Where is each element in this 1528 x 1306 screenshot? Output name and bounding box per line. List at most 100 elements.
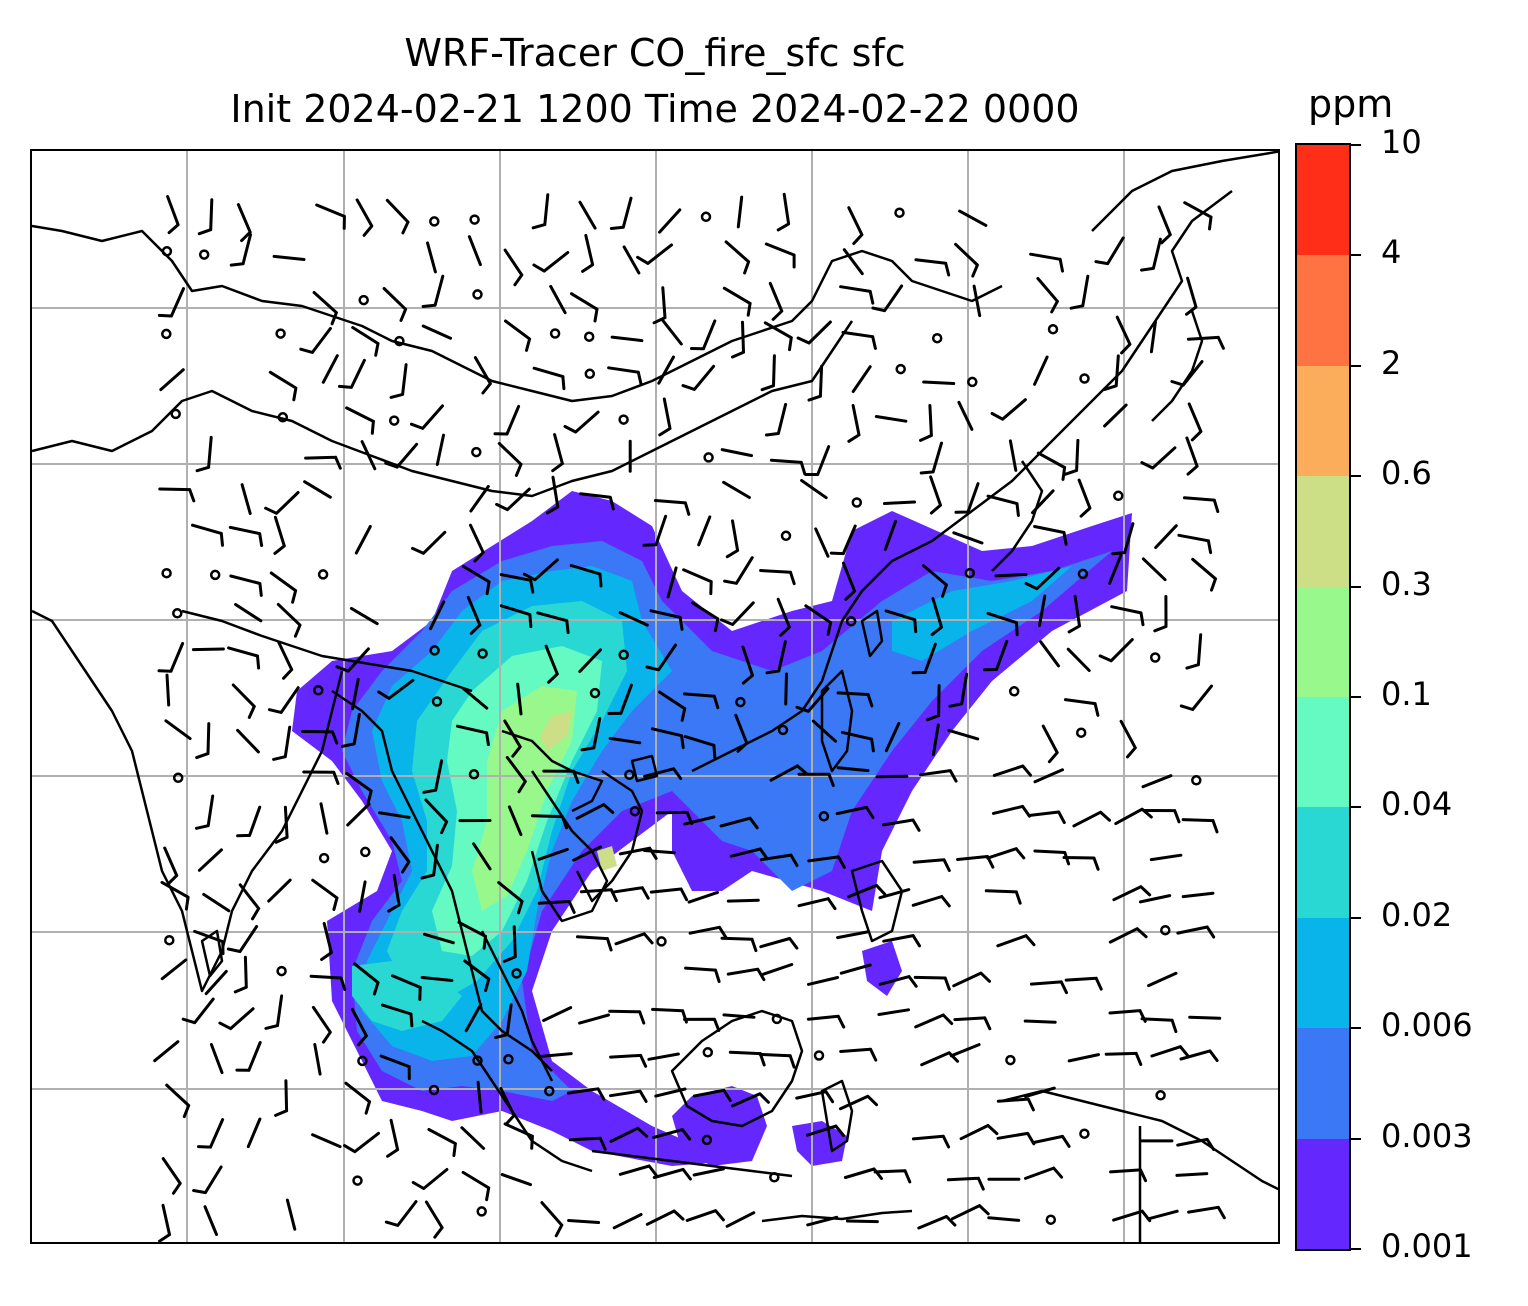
wind-barb bbox=[411, 1168, 449, 1190]
wind-barb bbox=[769, 764, 808, 782]
wind-barb bbox=[320, 922, 333, 961]
wind-barb bbox=[724, 240, 751, 275]
wind-barb bbox=[1062, 856, 1100, 871]
wind-barb bbox=[642, 514, 668, 547]
wind-barb bbox=[760, 354, 776, 392]
wind-barb bbox=[358, 880, 367, 913]
wind-barb bbox=[163, 846, 179, 886]
wind-barb bbox=[236, 203, 252, 243]
colorbar-tick-mark bbox=[1351, 475, 1361, 478]
colorbar-tick-label: 0.3 bbox=[1381, 564, 1432, 603]
wind-barb bbox=[540, 1201, 564, 1238]
border-north bbox=[32, 224, 1003, 403]
calm-marker bbox=[894, 207, 905, 218]
calm-marker bbox=[700, 211, 712, 223]
wind-barb bbox=[499, 604, 533, 629]
coastline-sulawesi bbox=[820, 1079, 854, 1153]
wind-barb bbox=[1146, 1209, 1179, 1221]
wind-barb bbox=[1069, 274, 1090, 310]
wind-barb bbox=[1031, 1134, 1071, 1148]
wind-barb bbox=[387, 873, 401, 913]
wind-barb bbox=[720, 448, 754, 458]
colorbar-segment bbox=[1297, 1138, 1349, 1249]
wind-barb bbox=[345, 772, 373, 805]
wind-barb bbox=[649, 887, 689, 902]
wind-barb bbox=[229, 233, 252, 267]
wind-barb bbox=[166, 195, 180, 235]
wind-barb bbox=[666, 566, 678, 599]
wind-barb bbox=[545, 475, 560, 515]
wind-barb bbox=[720, 936, 758, 953]
coastline-north-east bbox=[1091, 151, 1278, 232]
coastline-malay-peninsula bbox=[480, 930, 554, 1082]
wind-barb bbox=[829, 524, 857, 556]
coastline-japan bbox=[1151, 310, 1204, 422]
wind-barb bbox=[622, 245, 641, 275]
wind-barb bbox=[647, 1052, 680, 1061]
wind-barb bbox=[351, 677, 360, 711]
wind-barb bbox=[1187, 402, 1203, 442]
wind-barb bbox=[463, 959, 491, 992]
wind-barb bbox=[919, 441, 943, 475]
wind-barb bbox=[1067, 1053, 1100, 1063]
wind-barb bbox=[658, 208, 682, 234]
wind-barb bbox=[1140, 1017, 1178, 1034]
wind-barb bbox=[1111, 522, 1135, 556]
wind-barb bbox=[569, 292, 599, 323]
wind-barb bbox=[551, 433, 564, 473]
wind-barb bbox=[575, 803, 615, 820]
wind-barb bbox=[1077, 478, 1092, 518]
wind-barb bbox=[301, 730, 339, 745]
calm-marker bbox=[164, 934, 175, 946]
wind-barb bbox=[726, 898, 760, 903]
calm-marker bbox=[317, 569, 329, 580]
calm-marker bbox=[851, 497, 863, 508]
wind-barb bbox=[539, 1052, 573, 1058]
colorbar-tick-label: 10 bbox=[1381, 123, 1422, 161]
wind-barb bbox=[391, 974, 422, 1001]
wind-barb bbox=[1143, 809, 1181, 824]
wind-barb bbox=[949, 1043, 981, 1058]
colorbar-tick-label: 0.04 bbox=[1381, 785, 1453, 824]
wind-barb bbox=[795, 687, 830, 713]
wind-barb bbox=[335, 647, 370, 673]
wind-barb bbox=[683, 735, 717, 759]
colorbar-tick-label: 0.1 bbox=[1381, 675, 1432, 713]
wind-barb bbox=[763, 321, 793, 352]
wind-barb bbox=[996, 934, 1036, 948]
wind-barb bbox=[354, 525, 372, 555]
calm-marker bbox=[1045, 1214, 1057, 1225]
wind-barb bbox=[881, 818, 921, 832]
wind-barb bbox=[227, 646, 261, 670]
map-gridlines bbox=[32, 151, 1278, 1242]
wind-barb bbox=[1067, 594, 1081, 634]
wind-barb bbox=[503, 1122, 534, 1150]
wind-barb bbox=[349, 606, 379, 626]
calm-marker bbox=[429, 216, 440, 227]
wind-barb bbox=[578, 200, 597, 230]
wind-barb bbox=[500, 1173, 532, 1187]
wind-barb bbox=[645, 643, 677, 672]
shade-level-03 bbox=[597, 846, 617, 871]
wind-barb bbox=[874, 415, 908, 423]
wind-barb bbox=[913, 975, 951, 991]
wind-barb bbox=[522, 558, 559, 582]
wind-barb bbox=[609, 1089, 648, 1103]
wind-barb bbox=[272, 254, 306, 261]
wind-barb bbox=[191, 647, 225, 652]
colorbar-segment bbox=[1297, 917, 1349, 1029]
wind-barb bbox=[720, 601, 755, 626]
chart-title-line-1: WRF-Tracer CO_fire_sfc sfc bbox=[404, 31, 906, 75]
wind-barb bbox=[240, 483, 252, 515]
calm-marker bbox=[1008, 686, 1020, 697]
wind-barb bbox=[884, 721, 901, 753]
wind-barb bbox=[274, 805, 289, 844]
wind-barb bbox=[1153, 595, 1168, 633]
calm-marker bbox=[472, 1055, 483, 1066]
calm-marker bbox=[357, 1055, 368, 1067]
wind-barb bbox=[165, 1083, 191, 1119]
calm-marker bbox=[198, 249, 210, 260]
calm-marker bbox=[845, 616, 857, 627]
wind-barb bbox=[607, 683, 633, 715]
wind-barb bbox=[379, 1054, 411, 1081]
